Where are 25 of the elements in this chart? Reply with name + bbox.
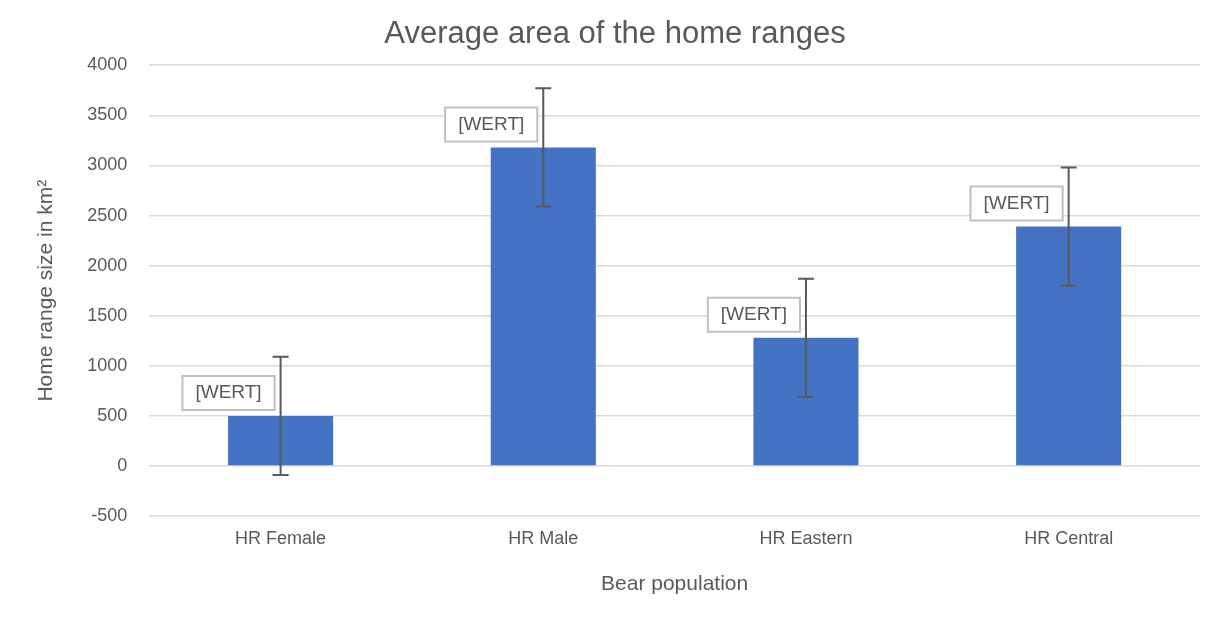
- x-tick-label: HR Female: [235, 527, 327, 548]
- y-tick-label: 4000: [87, 54, 128, 75]
- y-tick-label: 2000: [87, 254, 128, 275]
- y-tick-label: 1000: [87, 354, 128, 375]
- data-label: [WERT]: [458, 112, 525, 134]
- bar: [490, 147, 596, 466]
- y-tick-label: 500: [97, 404, 128, 425]
- x-tick-label: HR Central: [1024, 527, 1114, 548]
- x-tick-label: HR Eastern: [759, 527, 853, 548]
- bar: [753, 337, 859, 466]
- y-tick-label: 3500: [87, 104, 128, 125]
- y-tick-label: -500: [91, 505, 128, 526]
- data-label: [WERT]: [720, 303, 787, 325]
- data-label: [WERT]: [983, 191, 1050, 213]
- x-axis-title: Bear population: [601, 571, 749, 595]
- x-tick-label: HR Male: [508, 527, 579, 548]
- y-axis-title: Home range size in km²: [33, 179, 57, 402]
- y-tick-label: 0: [117, 455, 128, 476]
- y-tick-label: 3000: [87, 154, 128, 175]
- chart-title: Average area of the home ranges: [384, 15, 846, 51]
- y-tick-label: 2500: [87, 204, 128, 225]
- bar: [1016, 226, 1122, 466]
- y-tick-label: 1500: [87, 304, 128, 325]
- data-label: [WERT]: [195, 381, 262, 403]
- bar: [228, 415, 334, 466]
